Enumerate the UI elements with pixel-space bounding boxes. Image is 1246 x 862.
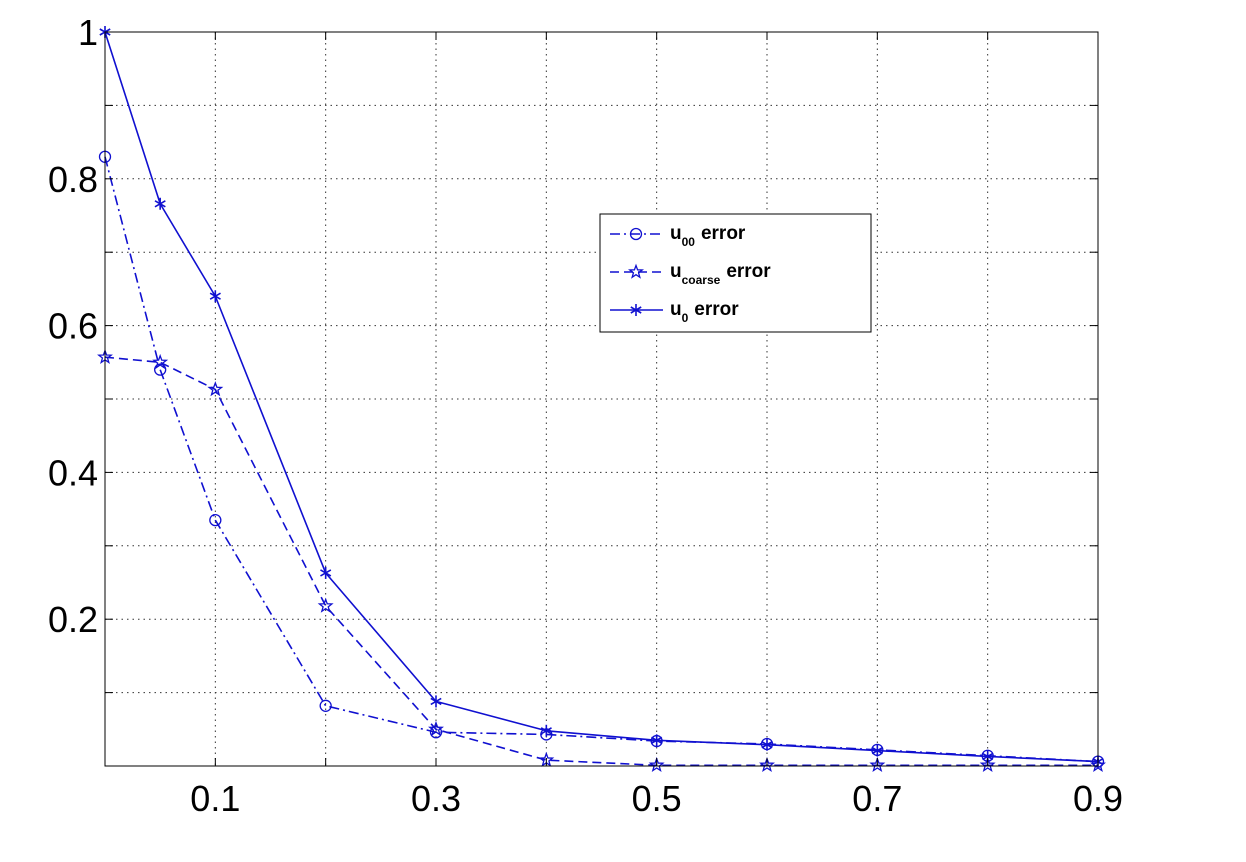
data-point-u00: [209, 513, 222, 527]
data-point-ucoarse: [759, 756, 775, 773]
data-point-u0: [430, 695, 442, 708]
legend-label-subscript: 0: [682, 311, 689, 325]
data-point-u0: [761, 738, 773, 751]
legend-label: u00 error: [670, 223, 746, 249]
y-tick-label: 0.6: [48, 306, 98, 347]
y-tick-label: 1: [78, 12, 98, 53]
y-tick-label: 0.4: [48, 452, 98, 493]
legend-label-subscript: 00: [682, 235, 696, 249]
x-tick-label: 0.1: [190, 778, 240, 819]
data-point-ucoarse: [428, 720, 444, 737]
legend-label: ucoarse error: [670, 261, 771, 287]
data-point-ucoarse: [1090, 756, 1106, 773]
legend-label-main: u: [670, 261, 682, 282]
data-point-u0: [540, 724, 552, 737]
legend-entry-u0: u0 error: [610, 299, 739, 325]
y-tick-label: 0.2: [48, 599, 98, 640]
x-tick-label: 0.3: [411, 778, 461, 819]
data-point-ucoarse: [317, 597, 334, 613]
data-point-u0: [209, 290, 221, 303]
data-point-ucoarse: [152, 353, 169, 370]
legend-label-suffix: error: [726, 261, 771, 282]
data-point-u0: [871, 744, 883, 757]
data-point-u00: [429, 726, 443, 739]
legend-label-main: u: [670, 299, 682, 320]
data-point-u00: [319, 699, 332, 712]
data-point-ucoarse: [648, 756, 665, 773]
data-point-u0: [651, 734, 663, 747]
legend-label-subscript: coarse: [682, 273, 721, 287]
legend-label: u0 error: [670, 299, 739, 325]
legend-entry-ucoarse: ucoarse error: [610, 261, 771, 287]
x-tick-label: 0.5: [632, 778, 682, 819]
legend-marker: [630, 304, 642, 316]
x-tick-label: 0.9: [1073, 778, 1123, 819]
data-point-ucoarse: [207, 381, 224, 397]
legend-entry-u00: u00 error: [610, 223, 746, 249]
legend-label-suffix: error: [694, 299, 739, 320]
legend-label-main: u: [670, 223, 682, 244]
data-point-u0: [154, 197, 166, 210]
data-point-ucoarse: [869, 756, 886, 773]
axis-ticks: 0.1 0.3 0.5 0.7 0.9 0.2 0.4 0.6 0.8 1: [48, 12, 1123, 819]
y-tick-label: 0.8: [48, 159, 98, 200]
data-point-u00: [154, 363, 167, 376]
x-tick-label: 0.7: [852, 778, 902, 819]
legend-marker: [628, 263, 644, 279]
legend-marker: [629, 227, 643, 241]
data-point-u0: [320, 566, 332, 579]
legend-label-suffix: error: [701, 223, 746, 244]
data-point-ucoarse: [979, 756, 996, 773]
